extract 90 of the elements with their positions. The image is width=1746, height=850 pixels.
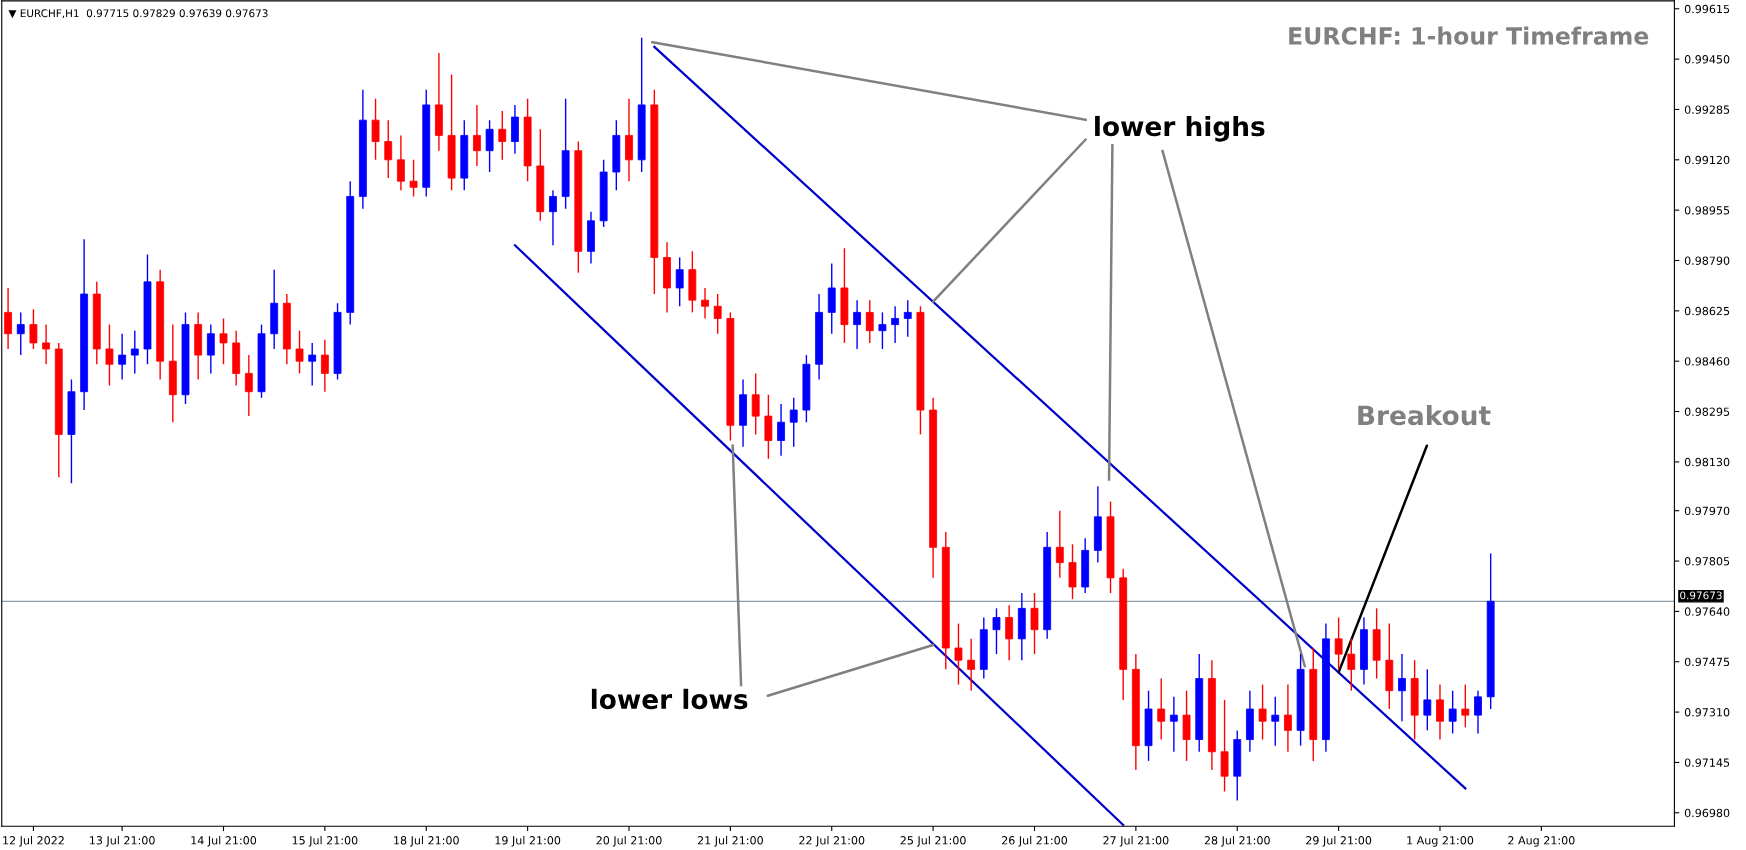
candlestick (549, 189, 557, 246)
candlestick (777, 403, 785, 457)
candlestick (206, 323, 215, 375)
candlestick (397, 134, 405, 192)
y-tick-label: 0.96980 (1684, 808, 1730, 818)
y-tick-label: 0.99285 (1684, 105, 1730, 114)
x-tick-label: 26 Jul 21:00 (1001, 835, 1068, 847)
candlestick (1169, 696, 1178, 753)
candlestick (473, 104, 481, 167)
candlestick (384, 119, 393, 179)
candlestick (16, 311, 25, 356)
y-tick-label: 0.98625 (1684, 306, 1730, 316)
candlestick (1347, 638, 1356, 692)
x-tick-label: 20 Jul 21:00 (596, 835, 662, 847)
y-tick-label: 0.97310 (1684, 708, 1730, 717)
x-tick-label: 14 Jul 21:00 (191, 835, 257, 847)
candlestick (865, 299, 874, 344)
x-tick-label: 12 Jul 2022 (3, 835, 64, 847)
candlestick (967, 638, 976, 692)
x-tick-label: 22 Jul 21:00 (799, 835, 865, 847)
y-tick-label: 0.99450 (1684, 55, 1730, 64)
candlestick (409, 159, 418, 198)
x-tick-label: 27 Jul 21:00 (1103, 835, 1169, 847)
y-tick-label: 0.99120 (1684, 155, 1730, 165)
candlestick (1005, 604, 1014, 661)
candlestick (853, 299, 861, 350)
x-tick-label: 2 Aug 21:00 (1508, 836, 1575, 847)
x-tick-label: 29 Jul 21:00 (1306, 835, 1372, 847)
candlestick (1157, 677, 1166, 741)
candlestick (42, 323, 50, 365)
y-tick-label: 0.98130 (1684, 457, 1730, 467)
x-tick-label: 19 Jul 21:00 (495, 835, 561, 847)
annotation: lower highs (1095, 115, 1265, 142)
y-tick-label: 0.97805 (1684, 557, 1730, 566)
candlestick (118, 333, 127, 381)
y-tick-label: 0.97970 (1684, 506, 1730, 516)
candlestick (713, 293, 722, 335)
x-tick-label: 13 Jul 21:00 (90, 835, 155, 847)
candlestick (954, 622, 963, 686)
candlestick (878, 311, 887, 350)
candlestick (1423, 668, 1432, 732)
y-tick-label: 0.97145 (1684, 758, 1730, 767)
candlestick (498, 110, 507, 161)
y-tick-label: 0.98955 (1684, 206, 1730, 215)
candlestick (244, 354, 253, 417)
candlestick (485, 119, 494, 173)
candlestick (1436, 683, 1444, 741)
x-tick-label: 1 Aug 21:00 (1407, 836, 1474, 847)
candlestick (105, 323, 114, 387)
y-tick-label: 0.97640 (1684, 607, 1730, 616)
candlestick (1448, 690, 1457, 735)
y-tick-label: 0.98790 (1684, 256, 1730, 265)
annotation: lower lows (591, 688, 748, 710)
candlestick (1030, 592, 1039, 655)
candlestick (130, 329, 139, 375)
x-tick-label: 15 Jul 21:00 (292, 835, 358, 847)
x-tick-label: 25 Jul 21:00 (900, 835, 966, 847)
candlestick (751, 372, 760, 436)
candlestick (1284, 683, 1292, 753)
candlestick (320, 339, 329, 393)
y-tick-label: 0.97475 (1684, 657, 1730, 667)
candlestick (903, 299, 912, 338)
candlestick (371, 98, 380, 161)
candlestick (1474, 690, 1482, 735)
x-tick-label: 28 Jul 21:00 (1204, 835, 1270, 847)
candlestick (1334, 616, 1343, 671)
candlestick (29, 308, 38, 350)
y-tick-label: 0.99615 (1684, 4, 1730, 14)
candlestick (675, 256, 684, 307)
annotation: ▼ EURCHF,H1 0.97715 0.97829 0.97639 0.97673 (8, 9, 268, 19)
candlestick (1398, 653, 1406, 722)
candlestick (308, 342, 317, 387)
candlestick (1055, 510, 1064, 579)
text: EURCHF: 1-hour Timeframe (1289, 26, 1649, 45)
candlestick (295, 329, 304, 375)
ref-line-label: 0.97673 (1680, 591, 1722, 600)
x-tick-label: 18 Jul 21:00 (394, 835, 459, 847)
candlestick (891, 305, 900, 344)
candlestick (1461, 683, 1470, 729)
y-tick-label: 0.98460 (1684, 357, 1730, 366)
y-tick-label: 0.98295 (1684, 407, 1730, 416)
candlestick (1258, 683, 1267, 741)
candlestick (789, 397, 798, 448)
candlestick (219, 317, 228, 365)
x-tick-label: 21 Jul 21:00 (697, 835, 763, 847)
candlestick (1271, 696, 1280, 747)
annotation: Breakout (1358, 404, 1491, 426)
candlestick (4, 287, 12, 350)
candlestick (992, 607, 1001, 655)
candlestick (701, 287, 709, 320)
